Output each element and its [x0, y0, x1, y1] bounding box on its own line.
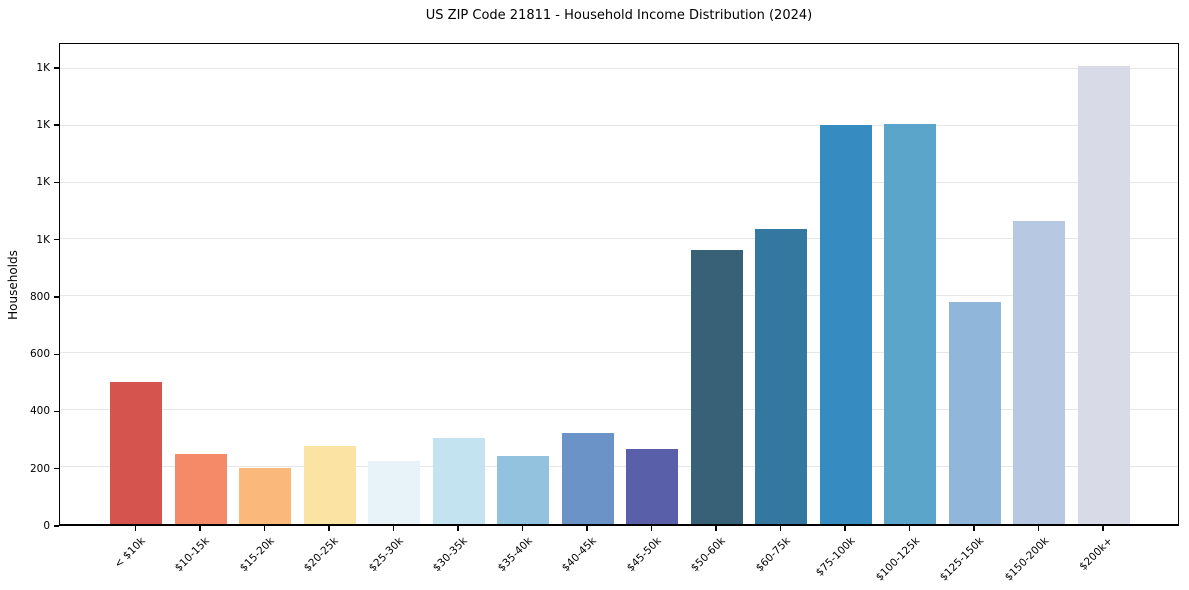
x-tick-label-$60-75k: $60-75k: [753, 535, 793, 575]
gridline-y-400: [60, 409, 1178, 411]
bar-$45-50k: [626, 449, 679, 524]
x-tick-mark-$100-125k: [908, 526, 910, 531]
y-tick-mark-1600: [54, 67, 59, 69]
y-tick-mark-800: [54, 296, 59, 298]
x-tick-label-$100-125k: $100-125k: [873, 535, 922, 584]
y-tick-mark-200: [54, 468, 59, 470]
bar-< $10k: [110, 381, 163, 524]
y-tick-label-1000: 1K: [36, 233, 50, 246]
y-tick-mark-1400: [54, 124, 59, 126]
y-tick-mark-400: [54, 410, 59, 413]
y-tick-label-1600: 1K: [36, 61, 50, 74]
x-tick-label-< $10k: < $10k: [112, 535, 148, 571]
bar-$25-30k: [368, 461, 421, 524]
y-tick-label-400: 400: [29, 405, 50, 418]
y-tick-mark-1000: [54, 238, 59, 241]
x-tick-mark-$30-35k: [457, 526, 459, 531]
x-tick-label-$75-100k: $75-100k: [813, 535, 858, 579]
x-tick-mark-$10-15k: [199, 526, 201, 531]
y-axis-label: Households: [6, 249, 21, 320]
gridline-y-200: [60, 466, 1178, 468]
bar-$60-75k: [755, 229, 808, 524]
x-tick-label-$35-40k: $35-40k: [495, 535, 535, 575]
y-tick-label-600: 600: [29, 348, 50, 361]
x-tick-label-$20-25k: $20-25k: [302, 535, 342, 575]
x-tick-label-$125-150k: $125-150k: [937, 535, 987, 584]
x-tick-mark-$35-40k: [521, 526, 523, 531]
x-tick-mark-$200k+: [1102, 526, 1104, 531]
chart-title: US ZIP Code 21811 - Household Income Dis…: [425, 8, 813, 23]
x-tick-mark-$45-50k: [650, 526, 652, 531]
bar-$10-15k: [174, 453, 227, 524]
x-tick-label-$150-200k: $150-200k: [1002, 535, 1051, 584]
x-tick-mark-< $10k: [134, 526, 136, 531]
y-axis-label-wrap: Households: [2, 43, 24, 526]
x-tick-label-$25-30k: $25-30k: [366, 535, 406, 575]
y-tick-label-200: 200: [29, 462, 50, 475]
gridline-y-600: [60, 352, 1178, 354]
x-tick-label-$10-15k: $10-15k: [173, 535, 213, 575]
x-tick-label-$50-60k: $50-60k: [689, 535, 729, 575]
y-tick-mark-0: [54, 525, 59, 527]
y-tick-label-1400: 1K: [36, 119, 50, 132]
x-tick-label-$200k+: $200k+: [1077, 535, 1116, 573]
x-tick-mark-$25-30k: [392, 526, 394, 531]
gridline-y-800: [60, 295, 1178, 297]
x-tick-mark-$15-20k: [263, 526, 265, 531]
bar-$200k+: [1077, 66, 1130, 524]
gridline-y-1600: [60, 67, 1178, 69]
bar-$15-20k: [239, 467, 292, 524]
y-tick-mark-600: [54, 353, 59, 355]
x-tick-mark-$20-25k: [328, 526, 330, 531]
bar-$50-60k: [690, 250, 743, 524]
x-tick-mark-$40-45k: [586, 526, 588, 531]
x-tick-mark-$150-200k: [1037, 526, 1039, 531]
x-tick-mark-$60-75k: [779, 526, 781, 531]
x-tick-label-$30-35k: $30-35k: [431, 535, 471, 575]
y-tick-mark-1200: [54, 181, 59, 184]
bar-$30-35k: [432, 438, 485, 524]
x-tick-label-$15-20k: $15-20k: [237, 535, 277, 575]
bar-$75-100k: [819, 125, 872, 524]
bar-$100-125k: [884, 123, 937, 524]
bar-$35-40k: [497, 456, 550, 524]
x-tick-mark-$125-150k: [973, 526, 975, 531]
y-tick-label-800: 800: [29, 290, 50, 303]
bar-$150-200k: [1013, 221, 1066, 524]
bar-$20-25k: [303, 445, 356, 524]
gridline-y-1000: [60, 238, 1178, 240]
x-tick-mark-$75-100k: [844, 526, 846, 531]
plot-area: [59, 43, 1179, 526]
x-tick-label-$40-45k: $40-45k: [560, 535, 600, 575]
y-tick-label-1200: 1K: [36, 176, 50, 189]
bar-$40-45k: [561, 432, 614, 524]
x-tick-mark-$50-60k: [715, 526, 717, 531]
gridline-y-1400: [60, 124, 1178, 126]
x-tick-label-$45-50k: $45-50k: [624, 535, 664, 575]
bar-$125-150k: [948, 302, 1001, 524]
y-tick-label-0: 0: [43, 520, 50, 532]
gridline-y-1200: [60, 181, 1178, 183]
